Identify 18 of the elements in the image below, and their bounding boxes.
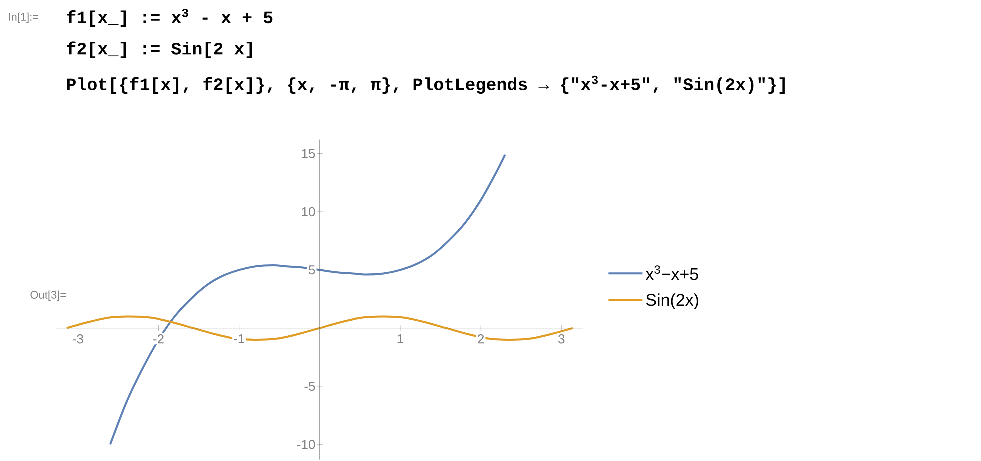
x-tick-label: -2 <box>154 334 164 344</box>
x-tick-label: -1 <box>234 334 244 344</box>
y-tick-label: -10 <box>298 440 316 450</box>
x-tick-label: -3 <box>72 334 84 344</box>
x-tick-label: 3 <box>558 334 565 344</box>
legend-label: x$^{3}$−x+5 <box>646 266 698 280</box>
text: In[1]:= <box>9 12 39 24</box>
y-tick-label: -5 <box>304 382 316 392</box>
text: Plot[{f1[x], f2[x]}, {x, -π, π}, PlotLegends → {"x$^{3}$-x+5", "Sin(2x)"}] <box>67 76 785 94</box>
text: f2[x_] := Sin[2 x] <box>67 42 252 58</box>
y-tick-label: 5 <box>309 266 316 275</box>
text: f1[x_] := x$^{3}$ - x + 5 <box>67 8 273 28</box>
y-tick-label: 15 <box>302 149 316 158</box>
y-tick-label: 10 <box>302 207 316 217</box>
x-tick-label: 2 <box>478 334 484 344</box>
legend-label: Sin(2x) <box>646 294 698 310</box>
annotation: Out[3]= <box>30 290 66 302</box>
x-tick-label: 1 <box>398 334 404 344</box>
